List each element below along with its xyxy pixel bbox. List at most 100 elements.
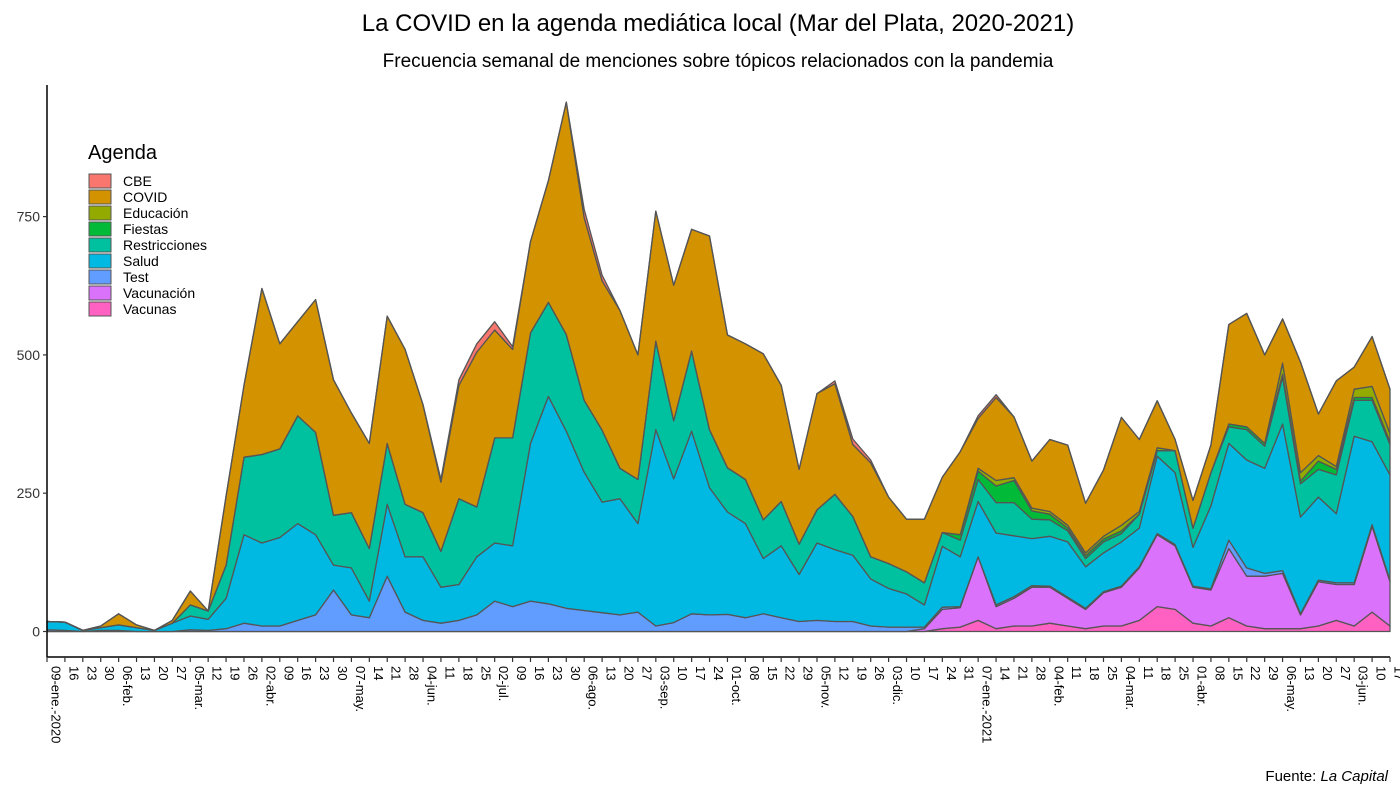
legend-label: Vacunación (123, 285, 195, 301)
x-tick-label: 19 (854, 666, 869, 680)
x-tick-label: 07-may. (353, 666, 368, 712)
source-prefix: Fuente: (1265, 768, 1320, 785)
x-tick-label: 29 (801, 666, 816, 680)
x-tick-label: 14 (371, 666, 386, 680)
legend-key (88, 253, 112, 269)
x-tick-label: 25 (478, 666, 493, 680)
x-tick-label: 09-ene.-2020 (49, 666, 64, 743)
x-tick-label: 23 (317, 666, 332, 680)
legend-key (88, 237, 112, 253)
x-tick-label: 17 (926, 666, 941, 680)
x-tick-label: 06-ago. (586, 666, 601, 710)
chart-subtitle: Frecuencia semanal de menciones sobre tó… (383, 51, 1054, 72)
x-tick-label: 18 (460, 666, 475, 680)
x-tick-label: 09 (281, 666, 296, 680)
x-tick-label: 22 (1248, 666, 1263, 680)
source-note: Fuente: La Capital (1265, 768, 1388, 785)
x-tick-label: 26 (872, 666, 887, 680)
x-tick-label: 08 (747, 666, 762, 680)
x-tick-label: 23 (550, 666, 565, 680)
x-tick-label: 29 (1266, 666, 1281, 680)
x-ticks: 09-ene.-2020 16 23 30 06-feb. 13 20 27 05-mar. 12… (46, 657, 1400, 743)
x-tick-label: 11 (442, 666, 457, 680)
x-tick-label: 18 (1159, 666, 1174, 680)
x-tick-label: 10 (908, 666, 923, 680)
legend-label: CBE (123, 173, 152, 189)
x-tick-label: 01-oct. (729, 666, 744, 706)
x-tick-label: 05-mar. (192, 666, 207, 710)
x-tick-label: 03-jun. (1356, 666, 1371, 706)
x-tick-label: 20 (622, 666, 637, 680)
x-tick-label: 22 (783, 666, 798, 680)
y-ticks: 0 250 500 750 (17, 209, 47, 640)
legend-key (88, 221, 112, 237)
legend-title: Agenda (88, 142, 158, 164)
x-tick-label: 13 (1302, 666, 1317, 680)
x-tick-label: 07-ene.-2021 (980, 666, 995, 743)
x-tick-label: 11 (1069, 666, 1084, 680)
x-tick-label: 15 (1230, 666, 1245, 680)
x-tick-label: 27 (1338, 666, 1353, 680)
x-tick-label: 01-abr. (1195, 666, 1210, 706)
x-tick-label: 25 (1177, 666, 1192, 680)
x-tick-label: 23 (84, 666, 99, 680)
chart-title: La COVID en la agenda mediática local (M… (362, 10, 1074, 37)
x-tick-label: 28 (1033, 666, 1048, 680)
x-tick-label: 21 (389, 666, 404, 680)
x-tick-label: 27 (639, 666, 654, 680)
x-tick-label: 06-may. (1284, 666, 1299, 712)
legend-key (88, 173, 112, 189)
x-tick-label: 24 (944, 666, 959, 680)
x-tick-label: 20 (156, 666, 171, 680)
y-tick-label: 750 (17, 209, 41, 225)
x-tick-label: 04-jun. (425, 666, 440, 706)
legend-label: Educación (123, 205, 188, 221)
legend-label: Fiestas (123, 221, 168, 237)
legend-key (88, 301, 112, 317)
x-tick-label: 04-mar. (1123, 666, 1138, 710)
x-tick-label: 27 (174, 666, 189, 680)
x-tick-label: 17 (693, 666, 708, 680)
x-tick-label: 13 (604, 666, 619, 680)
x-tick-label: 12 (210, 666, 225, 680)
x-tick-label: 19 (228, 666, 243, 680)
x-tick-label: 11 (1141, 666, 1156, 680)
x-tick-label: 14 (998, 666, 1013, 680)
x-tick-label: 26 (245, 666, 260, 680)
x-tick-label: 08 (1212, 666, 1227, 680)
legend: Agenda CBECOVIDEducaciónFiestasRestricci… (88, 142, 207, 317)
x-tick-label: 31 (962, 666, 977, 680)
legend-key (88, 205, 112, 221)
y-tick-label: 250 (17, 485, 41, 501)
x-tick-label: 05-nov. (818, 666, 833, 708)
x-tick-label: 03-dic. (890, 666, 905, 705)
x-tick-label: 10 (675, 666, 690, 680)
source-name: La Capital (1320, 768, 1388, 785)
y-tick-label: 500 (17, 347, 41, 363)
legend-key (88, 285, 112, 301)
x-tick-label: 25 (1105, 666, 1120, 680)
x-tick-label: 16 (532, 666, 547, 680)
x-tick-label: 17 (1392, 666, 1400, 680)
legend-label: Vacunas (123, 301, 176, 317)
x-tick-label: 18 (1087, 666, 1102, 680)
x-tick-label: 28 (407, 666, 422, 680)
x-tick-label: 30 (335, 666, 350, 680)
x-tick-label: 04-feb. (1051, 666, 1066, 706)
x-tick-label: 10 (1374, 666, 1389, 680)
x-tick-label: 16 (299, 666, 314, 680)
x-tick-label: 12 (836, 666, 851, 680)
x-tick-label: 30 (102, 666, 117, 680)
legend-label: Restricciones (123, 237, 207, 253)
legend-label: Salud (123, 253, 159, 269)
x-tick-label: 13 (138, 666, 153, 680)
legend-key (88, 269, 112, 285)
x-tick-label: 02-abr. (263, 666, 278, 706)
legend-label: COVID (123, 189, 167, 205)
x-tick-label: 02-jul. (496, 666, 511, 701)
x-tick-label: 06-feb. (120, 666, 135, 706)
x-tick-label: 30 (568, 666, 583, 680)
legend-key (88, 189, 112, 205)
x-tick-label: 24 (711, 666, 726, 680)
